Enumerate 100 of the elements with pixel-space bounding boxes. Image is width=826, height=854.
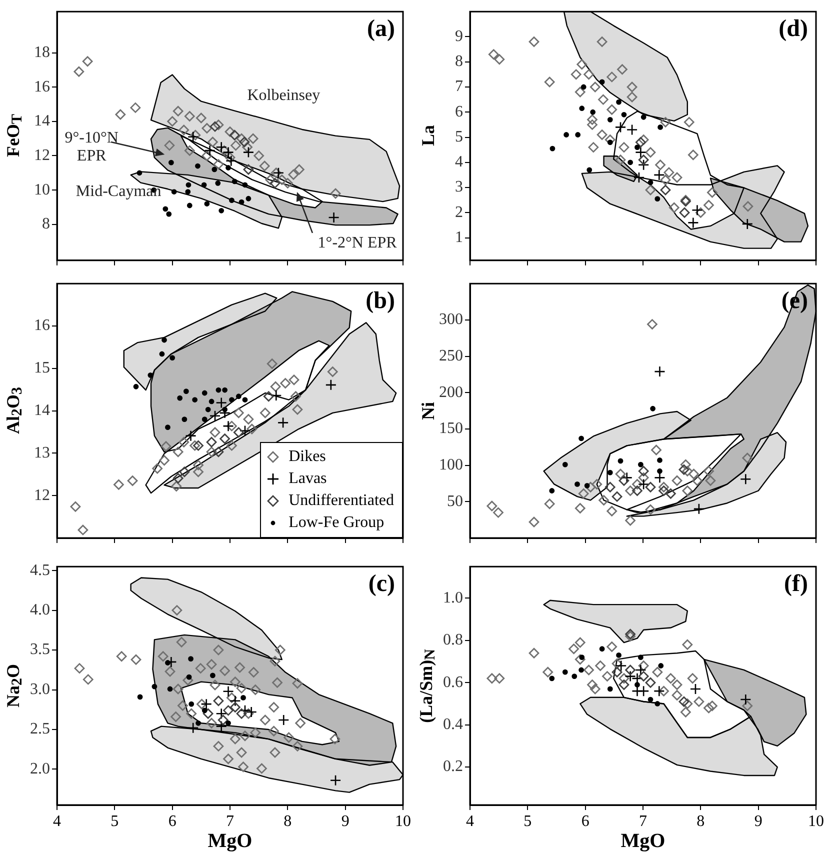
x-tick-label: 5 xyxy=(110,812,119,830)
point xyxy=(330,774,342,786)
point xyxy=(210,672,216,678)
point xyxy=(665,673,676,684)
point xyxy=(328,212,340,224)
point xyxy=(210,427,220,438)
point xyxy=(116,651,127,662)
point xyxy=(544,76,555,88)
point xyxy=(226,692,237,703)
point xyxy=(542,666,554,678)
point xyxy=(599,79,605,85)
point xyxy=(187,131,199,143)
point xyxy=(239,704,251,716)
y-tick-label: 15 xyxy=(34,360,50,377)
point xyxy=(177,395,183,401)
point xyxy=(658,482,669,492)
point xyxy=(576,59,588,70)
point xyxy=(625,628,636,640)
point xyxy=(220,666,230,676)
y-tick-label: 1.0 xyxy=(443,589,463,606)
y-tick-label: 5 xyxy=(455,128,463,146)
point xyxy=(742,452,753,464)
point xyxy=(224,152,236,163)
point xyxy=(171,481,182,492)
point xyxy=(206,446,217,458)
point xyxy=(172,605,182,616)
point xyxy=(82,56,93,67)
point xyxy=(216,708,227,720)
point xyxy=(160,441,172,452)
point xyxy=(290,391,301,402)
point xyxy=(277,417,289,428)
point xyxy=(213,644,224,656)
point xyxy=(635,146,646,158)
point xyxy=(632,486,642,496)
point xyxy=(167,116,178,127)
point xyxy=(568,644,579,654)
y-tick-label: 9 xyxy=(455,28,463,45)
point xyxy=(740,694,752,706)
point xyxy=(196,112,206,124)
point xyxy=(587,119,598,130)
point xyxy=(200,698,212,710)
point xyxy=(606,104,618,115)
point xyxy=(246,196,252,202)
point xyxy=(254,150,264,161)
point xyxy=(260,408,270,418)
point xyxy=(186,674,192,680)
point xyxy=(195,163,200,169)
point xyxy=(220,434,230,444)
point xyxy=(692,204,703,216)
y-tick-label: 300 xyxy=(439,311,463,328)
point xyxy=(192,397,198,402)
point xyxy=(165,660,170,666)
point xyxy=(166,211,172,217)
point xyxy=(684,116,694,128)
point xyxy=(564,132,570,138)
point xyxy=(239,425,251,436)
point xyxy=(216,387,222,393)
point xyxy=(182,416,188,422)
point xyxy=(185,189,191,194)
y-tick-label: 7 xyxy=(455,78,463,96)
point xyxy=(682,698,693,709)
point xyxy=(640,114,646,120)
point xyxy=(216,397,227,408)
point xyxy=(707,187,718,198)
point xyxy=(634,682,640,688)
point xyxy=(219,145,230,156)
point xyxy=(193,440,204,451)
point xyxy=(549,676,555,682)
y-tick-label: 12 xyxy=(34,486,50,504)
point xyxy=(574,482,580,487)
point xyxy=(660,184,671,196)
point xyxy=(202,708,214,719)
y-tick-label: 150 xyxy=(439,420,463,438)
point xyxy=(618,680,630,690)
point xyxy=(162,206,168,212)
point xyxy=(616,652,622,658)
point xyxy=(562,462,568,468)
point xyxy=(633,172,645,184)
point xyxy=(574,503,586,514)
point xyxy=(202,123,212,134)
point xyxy=(242,146,254,158)
point xyxy=(186,202,192,208)
point xyxy=(213,159,224,170)
y-tick-label: 3.0 xyxy=(30,680,50,698)
point xyxy=(208,136,218,148)
point xyxy=(201,182,207,188)
point xyxy=(152,463,163,474)
point xyxy=(236,747,247,758)
point xyxy=(222,686,234,698)
point xyxy=(238,199,244,205)
point xyxy=(658,663,664,668)
point xyxy=(678,696,690,707)
point xyxy=(210,121,220,132)
point xyxy=(562,669,568,675)
point xyxy=(638,159,650,171)
point xyxy=(233,408,244,418)
point xyxy=(270,381,281,392)
point xyxy=(654,701,660,706)
point xyxy=(188,656,194,662)
point xyxy=(294,164,304,175)
